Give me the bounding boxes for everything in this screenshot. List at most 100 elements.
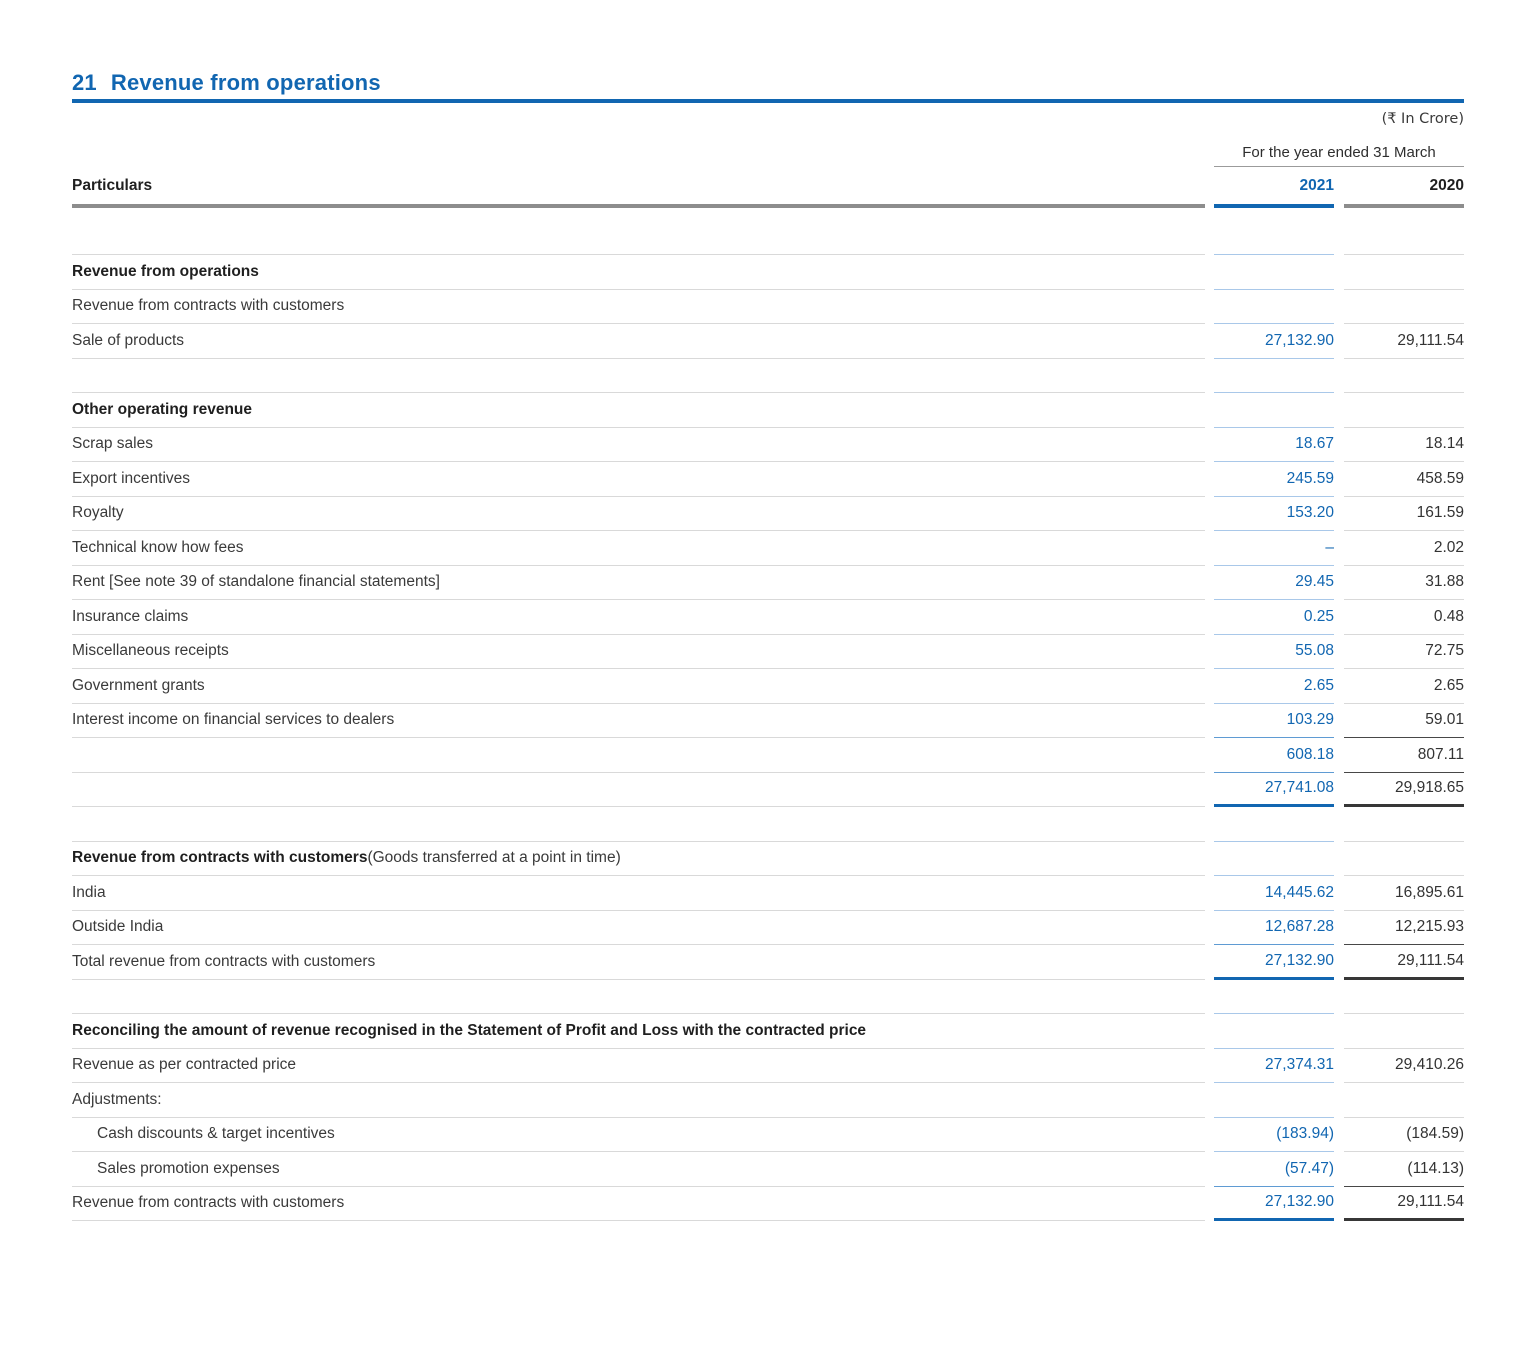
value-2021 — [1214, 980, 1334, 1014]
row-label: Sale of products — [72, 331, 185, 349]
value-2020: 161.59 — [1344, 497, 1464, 531]
value-2020 — [1344, 255, 1464, 290]
particulars-cell: Other operating revenue — [72, 393, 1205, 428]
particulars-cell: Revenue as per contracted price — [72, 1049, 1205, 1083]
value-2021: 14,445.62 — [1214, 876, 1334, 911]
table-body: Revenue from operations Revenue from cont… — [72, 208, 1464, 1221]
row-label: Revenue as per contracted price — [72, 1056, 297, 1074]
value-2021: (183.94) — [1214, 1118, 1334, 1152]
particulars-cell: Revenue from operations — [72, 255, 1205, 290]
particulars-cell: Reconciling the amount of revenue recogn… — [72, 1014, 1205, 1049]
table-row — [72, 359, 1464, 393]
row-label: Reconciling the amount of revenue recogn… — [72, 1021, 867, 1039]
table-row: 608.18 807.11 — [72, 738, 1464, 773]
value-2021: 27,132.90 — [1214, 1187, 1334, 1221]
value-2020: 29,111.54 — [1344, 945, 1464, 980]
title-rule — [72, 99, 1464, 103]
particulars-cell: Export incentives — [72, 462, 1205, 497]
value-2020: 59.01 — [1344, 704, 1464, 738]
row-label: Cash discounts & target incentives — [97, 1125, 335, 1143]
table-row: 27,741.08 29,918.65 — [72, 773, 1464, 807]
value-2020 — [1344, 290, 1464, 324]
value-2020: 29,111.54 — [1344, 324, 1464, 359]
table-row: Sale of products 27,132.90 29,111.54 — [72, 324, 1464, 359]
particulars-cell — [72, 208, 1205, 255]
table-header: Particulars 2021 2020 — [72, 167, 1464, 208]
value-2021: 153.20 — [1214, 497, 1334, 531]
value-2021: (57.47) — [1214, 1152, 1334, 1187]
column-header-particulars: Particulars — [72, 167, 1205, 208]
period-header-row: For the year ended 31 March — [72, 144, 1464, 167]
particulars-cell: Sales promotion expenses — [72, 1152, 1205, 1187]
value-2021: 29.45 — [1214, 566, 1334, 600]
particulars-cell: Rent [See note 39 of standalone financia… — [72, 566, 1205, 600]
value-2020: (184.59) — [1344, 1118, 1464, 1152]
table-row: Reconciling the amount of revenue recogn… — [72, 1014, 1464, 1049]
value-2020: 18.14 — [1344, 428, 1464, 462]
value-2021 — [1214, 807, 1334, 842]
value-2020 — [1344, 1083, 1464, 1118]
value-2021: – — [1214, 531, 1334, 566]
value-2020 — [1344, 208, 1464, 255]
table-row: Adjustments: — [72, 1083, 1464, 1118]
table-row: India 14,445.62 16,895.61 — [72, 876, 1464, 911]
table-row: Insurance claims 0.25 0.48 — [72, 600, 1464, 635]
column-header-2021: 2021 — [1214, 167, 1334, 208]
table-row: Government grants 2.65 2.65 — [72, 669, 1464, 704]
value-2021 — [1214, 1014, 1334, 1049]
row-label: Rent [See note 39 of standalone financia… — [72, 573, 440, 591]
value-2020: 31.88 — [1344, 566, 1464, 600]
particulars-cell — [72, 807, 1205, 842]
value-2021: 103.29 — [1214, 704, 1334, 738]
row-label: Insurance claims — [72, 607, 189, 625]
value-2020 — [1344, 359, 1464, 393]
table-row: Revenue from contracts with customers (G… — [72, 842, 1464, 876]
value-2020: 16,895.61 — [1344, 876, 1464, 911]
value-2020: 29,111.54 — [1344, 1187, 1464, 1221]
page-title: 21 Revenue from operations — [72, 69, 1464, 96]
particulars-cell: Revenue from contracts with customers — [72, 290, 1205, 324]
value-2020: 458.59 — [1344, 462, 1464, 497]
table-row — [72, 208, 1464, 255]
value-2020 — [1344, 980, 1464, 1014]
value-2020: 2.02 — [1344, 531, 1464, 566]
row-label: Adjustments: — [72, 1090, 162, 1108]
row-label: Other operating revenue — [72, 400, 253, 418]
particulars-cell: Miscellaneous receipts — [72, 635, 1205, 669]
row-label: Sales promotion expenses — [97, 1159, 280, 1177]
period-header: For the year ended 31 March — [1214, 144, 1464, 167]
table-row: Sales promotion expenses (57.47) (114.13) — [72, 1152, 1464, 1187]
table-row: Miscellaneous receipts 55.08 72.75 — [72, 635, 1464, 669]
table-row — [72, 807, 1464, 842]
row-label: Revenue from operations — [72, 262, 259, 280]
table-row: Revenue from operations — [72, 255, 1464, 290]
row-label: Scrap sales — [72, 435, 153, 453]
table-row: Technical know how fees –2.02 — [72, 531, 1464, 566]
table-row: Outside India 12,687.28 12,215.93 — [72, 911, 1464, 945]
table-row: Revenue as per contracted price 27,374.31… — [72, 1049, 1464, 1083]
row-label: Outside India — [72, 918, 164, 936]
row-label-suffix: (Goods transferred at a point in time) — [367, 849, 621, 867]
row-label: Total revenue from contracts with custom… — [72, 952, 376, 970]
table-row: Other operating revenue — [72, 393, 1464, 428]
table-row: Revenue from contracts with customers 27,… — [72, 1187, 1464, 1221]
value-2020 — [1344, 393, 1464, 428]
particulars-cell: India — [72, 876, 1205, 911]
table-row: Scrap sales 18.67 18.14 — [72, 428, 1464, 462]
note-number: 21 — [72, 70, 97, 95]
particulars-cell: Interest income on financial services to… — [72, 704, 1205, 738]
particulars-cell — [72, 980, 1205, 1014]
row-label: Revenue from contracts with customers — [72, 849, 368, 867]
particulars-cell: Technical know how fees — [72, 531, 1205, 566]
value-2021 — [1214, 393, 1334, 428]
table-row: Rent [See note 39 of standalone financia… — [72, 566, 1464, 600]
page: 21 Revenue from operations (₹ In Crore) F… — [0, 69, 1536, 1221]
value-2021: 27,741.08 — [1214, 773, 1334, 807]
table-row: Export incentives 245.59 458.59 — [72, 462, 1464, 497]
particulars-cell: Revenue from contracts with customers (G… — [72, 842, 1205, 876]
particulars-cell: Total revenue from contracts with custom… — [72, 945, 1205, 980]
particulars-cell: Scrap sales — [72, 428, 1205, 462]
value-2021: 18.67 — [1214, 428, 1334, 462]
table-row: Revenue from contracts with customers — [72, 290, 1464, 324]
value-2020 — [1344, 1014, 1464, 1049]
